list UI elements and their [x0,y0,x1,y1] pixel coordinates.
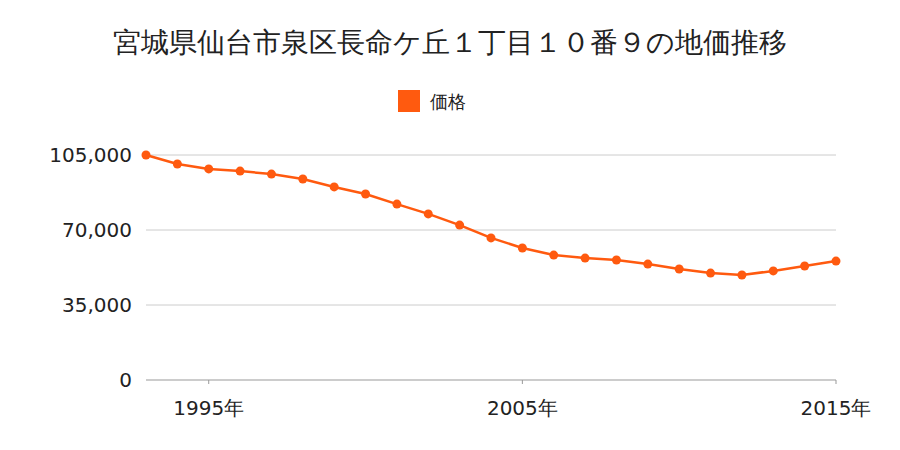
legend: 価格 [398,90,466,112]
point [455,221,464,230]
point [267,170,276,179]
series-line [146,155,836,275]
point [487,233,496,242]
point [236,167,245,176]
point [675,265,684,274]
plot-area [142,151,841,280]
point [330,182,339,191]
point [142,151,151,160]
x-tick [522,380,523,384]
y-tick-label: 0 [119,368,132,392]
x-tick-label: 2005年 [487,396,558,420]
point [173,160,182,169]
point [832,257,841,266]
point [392,200,401,209]
y-tick-label: 105,000 [49,143,132,167]
point [549,251,558,260]
grid-line [146,230,836,231]
title: 宮城県仙台市泉区長命ケ丘１丁目１０番９の地価推移 [113,26,787,59]
grid-line [146,305,836,306]
point [643,260,652,269]
y-tick-label: 35,000 [62,293,132,317]
point [424,209,433,218]
x-tick [836,380,837,384]
grid-line [146,380,836,381]
point [800,262,809,271]
point [518,244,527,253]
chart: 宮城県仙台市泉区長命ケ丘１丁目１０番９の地価推移価格 0 35,000 70,000 1… [0,0,900,450]
point [612,256,621,265]
point [204,164,213,173]
y-tick-label: 70,000 [62,218,132,242]
grid-line [146,155,836,156]
x-tick-label: 1995年 [173,396,244,420]
point [769,266,778,275]
legend-swatch [398,90,420,112]
point [706,269,715,278]
x-tick [208,380,209,384]
point [737,271,746,280]
legend-label: 価格 [430,91,466,112]
x-tick-label: 2015年 [801,396,872,420]
point [581,254,590,263]
point [361,190,370,199]
point [298,175,307,184]
